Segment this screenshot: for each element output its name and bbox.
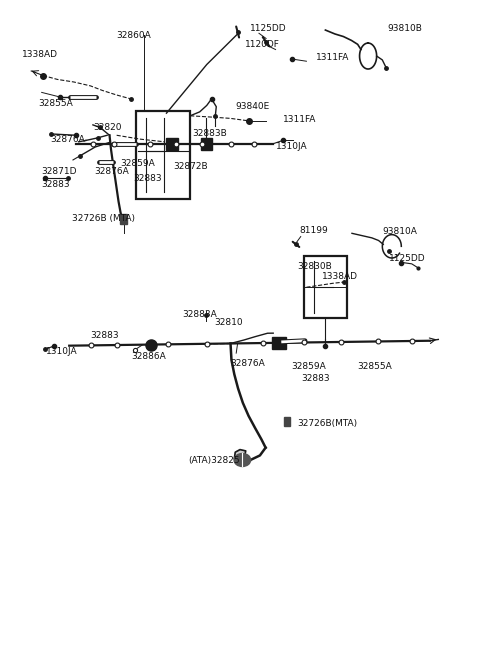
Text: 1310JA: 1310JA xyxy=(276,142,307,151)
Text: 1338AD: 1338AD xyxy=(322,272,358,282)
Text: 32859A: 32859A xyxy=(291,362,326,371)
Text: 32883: 32883 xyxy=(301,373,330,383)
Text: 93810A: 93810A xyxy=(383,227,417,236)
Text: 32860A: 32860A xyxy=(117,31,151,40)
Bar xyxy=(166,138,178,149)
Bar xyxy=(272,337,287,348)
Text: 32876A: 32876A xyxy=(50,135,85,143)
Text: 1125DD: 1125DD xyxy=(250,24,286,33)
Text: 32871D: 32871D xyxy=(42,167,77,176)
Polygon shape xyxy=(234,449,246,461)
Bar xyxy=(201,138,212,149)
Text: 1338AD: 1338AD xyxy=(22,50,58,59)
Text: 93810B: 93810B xyxy=(387,24,422,33)
Bar xyxy=(304,256,347,318)
Text: 32876A: 32876A xyxy=(230,360,265,368)
Text: 1311FA: 1311FA xyxy=(316,54,349,62)
Text: 32726B(MTA): 32726B(MTA) xyxy=(297,419,357,428)
Ellipse shape xyxy=(234,453,251,466)
Text: 32820: 32820 xyxy=(93,123,121,132)
Text: 32872B: 32872B xyxy=(174,162,208,171)
Bar xyxy=(284,417,290,426)
Text: 32883: 32883 xyxy=(91,331,119,340)
Bar xyxy=(120,214,127,223)
Text: 32726B (MTA): 32726B (MTA) xyxy=(72,214,134,223)
Text: 1120DF: 1120DF xyxy=(245,41,280,50)
Text: 32830B: 32830B xyxy=(297,262,332,271)
Text: 1310JA: 1310JA xyxy=(46,347,77,356)
Text: 32876A: 32876A xyxy=(94,167,129,176)
Text: 1311FA: 1311FA xyxy=(283,115,316,124)
Text: 81199: 81199 xyxy=(300,225,328,234)
Text: 32886A: 32886A xyxy=(131,352,166,361)
Text: 32883B: 32883B xyxy=(192,130,228,138)
Text: 32855A: 32855A xyxy=(358,362,393,371)
Text: 32883A: 32883A xyxy=(182,310,217,319)
Text: 32810: 32810 xyxy=(214,318,242,328)
Text: 32883: 32883 xyxy=(42,180,70,189)
Text: 32855A: 32855A xyxy=(38,99,73,108)
Text: 32883: 32883 xyxy=(133,174,162,183)
Bar xyxy=(136,111,190,199)
Text: 32859A: 32859A xyxy=(120,159,155,168)
Text: (ATA)32825: (ATA)32825 xyxy=(188,456,240,465)
Text: 1125DD: 1125DD xyxy=(389,254,426,263)
Text: 93840E: 93840E xyxy=(235,102,269,111)
